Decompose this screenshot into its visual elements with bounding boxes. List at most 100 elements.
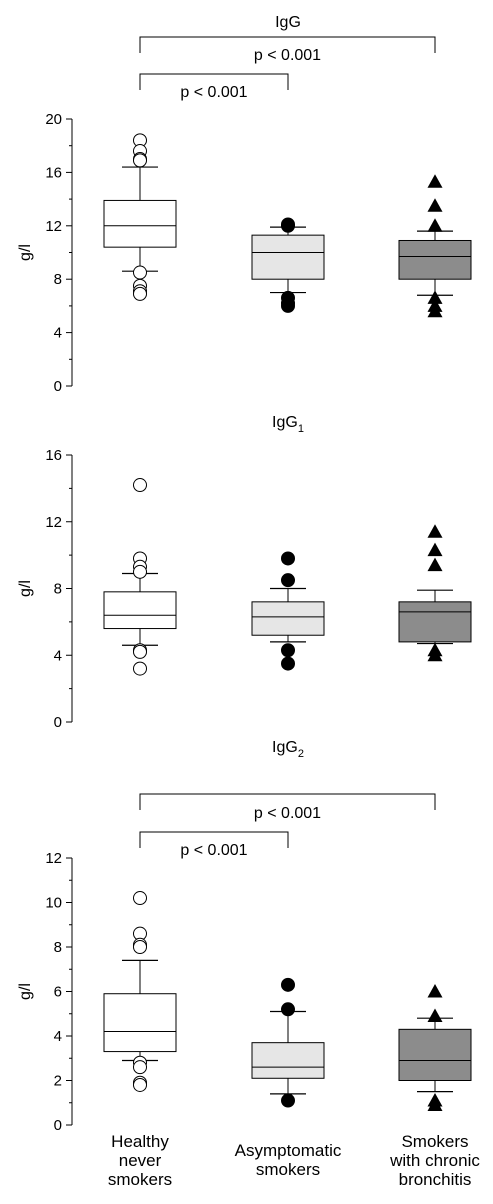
panel-title-main: IgG [272, 414, 298, 431]
box-group-3 [398, 984, 472, 1111]
category-label: Smokers [401, 1132, 468, 1151]
category-label: Asymptomatic [235, 1141, 342, 1160]
outlier-point [427, 218, 443, 232]
outlier-point [133, 286, 147, 301]
outlier-point [133, 478, 147, 493]
box-iqr [103, 993, 177, 1053]
outlier-point [281, 217, 295, 232]
box-group-3 [398, 174, 472, 318]
outlier-point [427, 542, 443, 557]
category-label: smokers [108, 1170, 172, 1189]
outlier-point [427, 303, 443, 318]
panel-title-main: IgG [272, 739, 298, 756]
box-group-2 [251, 551, 325, 671]
box-iqr [398, 1028, 472, 1081]
outlier-point [133, 564, 147, 579]
box-group-1 [103, 891, 177, 1092]
y-tick-label: 0 [54, 1117, 62, 1134]
significance-bracket: p < 0.001 [139, 831, 289, 859]
significance-bracket: p < 0.001 [139, 73, 289, 101]
category-label: Healthy [111, 1132, 169, 1151]
y-tick-label: 12 [45, 218, 62, 235]
y-tick-label: 20 [45, 111, 62, 128]
bracket-line [139, 831, 289, 848]
outlier-point [427, 174, 443, 188]
outlier-point [133, 940, 147, 954]
p-value-label: p < 0.001 [254, 805, 321, 822]
y-tick-label: 8 [54, 581, 62, 598]
outlier-point [427, 1097, 443, 1111]
box-group-1 [103, 478, 177, 676]
panel-title: IgG [275, 14, 301, 31]
outlier-point [281, 573, 295, 588]
outlier-point [427, 557, 443, 572]
box-iqr [398, 601, 472, 643]
outlier-point [133, 644, 147, 659]
box-group-3 [398, 524, 472, 662]
category-label: never [119, 1151, 162, 1170]
outlier-point [427, 984, 443, 998]
panel-title: IgG2 [272, 739, 304, 760]
outlier-point [281, 656, 295, 671]
y-tick-label: 4 [54, 325, 62, 342]
outlier-point [133, 1060, 147, 1075]
p-value-label: p < 0.001 [180, 84, 247, 101]
significance-bracket: p < 0.001 [139, 36, 436, 64]
y-tick-label: 8 [54, 271, 62, 288]
y-tick-label: 6 [54, 984, 62, 1001]
outlier-point [133, 661, 147, 676]
box-iqr [398, 239, 472, 280]
bracket-line [139, 36, 436, 53]
outlier-point [427, 290, 443, 304]
outlier-point [133, 265, 147, 280]
y-tick-label: 8 [54, 939, 62, 956]
y-tick-label: 0 [54, 714, 62, 731]
panel-title-main: IgG [275, 14, 301, 31]
y-tick-label: 16 [45, 164, 62, 181]
outlier-point [133, 1077, 147, 1092]
panel-title-subscript: 1 [298, 423, 304, 435]
bracket-line [139, 73, 289, 90]
outlier-point [281, 643, 295, 658]
outlier-point [281, 1002, 295, 1017]
category-label: bronchitis [399, 1170, 472, 1189]
y-tick-label: 10 [45, 895, 62, 912]
outlier-point [133, 153, 147, 168]
box-iqr [103, 591, 177, 630]
outlier-point [281, 1093, 295, 1108]
box-iqr [251, 234, 325, 280]
y-tick-label: 4 [54, 647, 62, 664]
y-tick-label: 2 [54, 1073, 62, 1090]
outlier-point [281, 298, 295, 313]
p-value-label: p < 0.001 [254, 47, 321, 64]
y-tick-label: 4 [54, 1028, 62, 1045]
panel-title: IgG1 [272, 414, 304, 435]
outlier-point [281, 551, 295, 566]
panel-2: IgG1 0 4 8 12 16 g/l [17, 414, 472, 731]
y-axis-label: g/l [17, 580, 34, 597]
box-iqr [103, 199, 177, 248]
outlier-point [281, 977, 295, 992]
category-label: with chronic [389, 1151, 480, 1170]
bracket-line [139, 793, 436, 810]
y-tick-label: 16 [45, 447, 62, 464]
box-iqr [251, 1042, 325, 1079]
outlier-point [427, 524, 443, 538]
box-group-2 [251, 977, 325, 1108]
panel-title-subscript: 2 [298, 748, 304, 760]
outlier-point [133, 891, 147, 906]
p-value-label: p < 0.001 [180, 842, 247, 859]
significance-bracket: p < 0.001 [139, 793, 436, 822]
panel-1: IgG 0 4 8 12 16 20 g/l p < 0.001 p < 0.001 [17, 14, 472, 395]
box-group-2 [251, 217, 325, 313]
box-iqr [251, 601, 325, 636]
outlier-point [427, 198, 443, 212]
y-axis-label: g/l [17, 244, 34, 261]
y-tick-label: 12 [45, 850, 62, 867]
outlier-point [427, 1008, 443, 1022]
y-axis-label: g/l [17, 983, 34, 1000]
category-label: smokers [256, 1160, 320, 1179]
